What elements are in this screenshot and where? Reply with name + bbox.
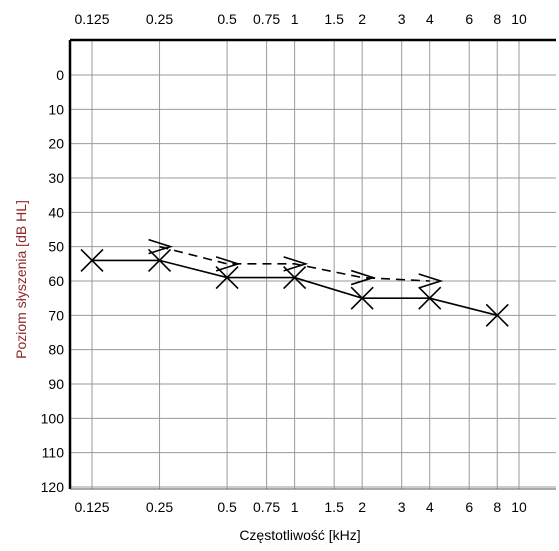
bottom-x-tick-label: 0.5 <box>217 499 237 515</box>
top-x-tick-label: 0.5 <box>217 11 237 27</box>
data-point-x <box>418 286 442 310</box>
y-tick-label: 90 <box>48 376 64 392</box>
bottom-x-tick-label: 2 <box>358 499 366 515</box>
bottom-x-tick-label: 6 <box>465 499 473 515</box>
series-group <box>80 238 509 327</box>
bottom-x-tick-label: 1 <box>291 499 299 515</box>
y-tick-label: 80 <box>48 342 64 358</box>
top-x-tick-label: 6 <box>465 11 473 27</box>
bottom-x-tick-label: 0.125 <box>74 499 109 515</box>
y-tick-label: 0 <box>56 67 64 83</box>
bottom-x-tick-labels: 0.125 0.25 0.5 0.75 1 1.5 2 3 4 6 8 10 <box>74 499 527 515</box>
top-x-tick-label: 0.25 <box>146 11 173 27</box>
bottom-x-tick-label: 10 <box>511 499 527 515</box>
series-line-2 <box>159 245 430 282</box>
top-x-tick-label: 1 <box>291 11 299 27</box>
data-point-x <box>485 303 509 327</box>
bottom-x-tick-label: 3 <box>398 499 406 515</box>
y-tick-labels: 0 10 20 30 40 50 60 70 80 90 100 110 120 <box>41 67 65 495</box>
y-tick-label: 60 <box>48 273 64 289</box>
y-tick-label: 40 <box>48 204 64 220</box>
bottom-x-tick-label: 1.5 <box>324 499 344 515</box>
top-x-tick-label: 2 <box>358 11 366 27</box>
y-tick-label: 120 <box>41 479 65 495</box>
data-point-arrow <box>283 256 309 272</box>
top-x-tick-label: 1.5 <box>324 11 344 27</box>
data-point-x <box>350 286 374 310</box>
data-point-arrow <box>350 269 376 286</box>
grid <box>70 40 556 489</box>
top-x-tick-label: 0.125 <box>74 11 109 27</box>
data-point-arrow <box>148 238 174 255</box>
data-point-arrow <box>418 273 444 289</box>
y-tick-label: 100 <box>41 410 65 426</box>
bottom-x-tick-label: 4 <box>426 499 434 515</box>
x-axis-label: Częstotliwość [kHz] <box>239 527 360 543</box>
top-x-tick-labels: 0.125 0.25 0.5 0.75 1 1.5 2 3 4 6 8 10 <box>74 11 527 27</box>
bottom-x-tick-label: 0.75 <box>253 499 280 515</box>
y-tick-label: 30 <box>48 170 64 186</box>
data-point-arrow <box>215 256 241 272</box>
y-tick-label: 110 <box>42 445 65 461</box>
y-tick-label: 10 <box>48 101 64 117</box>
y-tick-label: 20 <box>48 136 64 152</box>
bottom-x-tick-label: 8 <box>493 499 501 515</box>
bottom-x-tick-label: 0.25 <box>146 499 173 515</box>
top-x-tick-label: 3 <box>398 11 406 27</box>
y-tick-label: 50 <box>48 239 64 255</box>
top-x-tick-label: 10 <box>511 11 527 27</box>
y-tick-label: 70 <box>48 307 64 323</box>
top-x-tick-label: 8 <box>493 11 501 27</box>
top-x-tick-label: 0.75 <box>253 11 280 27</box>
top-x-tick-label: 4 <box>426 11 434 27</box>
data-point-x <box>80 248 104 272</box>
y-axis-label: Poziom słyszenia [dB HL] <box>13 200 29 359</box>
plot-frame <box>68 38 556 490</box>
